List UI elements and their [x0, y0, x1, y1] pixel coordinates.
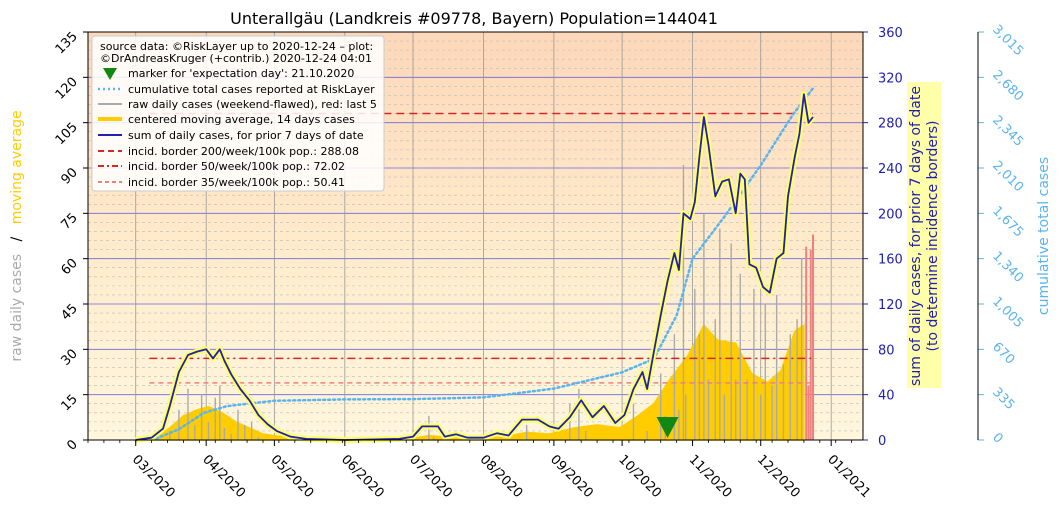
- legend-entry-border50: incid. border 50/week/100k pop.: 72.02: [128, 160, 345, 173]
- x-tick-label: 07/2020: [406, 452, 455, 501]
- expectation-day-marker: [656, 417, 679, 438]
- far-right-tick-label: 3,015: [989, 22, 1026, 59]
- x-tick-label: 10/2020: [615, 452, 664, 501]
- x-tick-label: 06/2020: [338, 452, 387, 501]
- left-axis-label-raw: raw daily cases: [9, 254, 25, 362]
- far-right-tick-label: 1,675: [989, 204, 1026, 241]
- legend-box: [91, 35, 385, 192]
- x-tick-label: 09/2020: [547, 452, 596, 501]
- left-tick-label: 15: [59, 392, 81, 414]
- right-tick-label: 160: [878, 253, 903, 268]
- far-right-tick-label: 2,010: [989, 158, 1026, 195]
- left-tick-label: 135: [53, 29, 81, 57]
- far-right-tick-label: 0: [989, 430, 1005, 446]
- far-right-tick-label: 1,005: [989, 294, 1026, 331]
- raw-daily-layer: [169, 164, 814, 440]
- legend-entry-marker: marker for 'expectation day': 21.10.2020: [128, 67, 354, 80]
- x-tick-label: 08/2020: [477, 452, 526, 501]
- legend-entry-border35: incid. border 35/week/100k pop.: 50.41: [128, 176, 345, 189]
- legend-entry-raw: raw daily cases (weekend-flawed), red: l…: [128, 98, 377, 111]
- x-tick-label: 04/2020: [199, 452, 248, 501]
- cumulative-line: [154, 86, 815, 440]
- left-tick-label: 0: [64, 437, 80, 453]
- left-tick-label: 45: [59, 301, 81, 323]
- far-right-tick-label: 1,340: [989, 249, 1026, 286]
- x-axis-ticks: 03/2020 04/2020 05/2020 06/2020 07/2020 08/20…: [87, 440, 873, 501]
- right-axis-ticks: 0 40 80 120 160 200 240 280 320 360: [863, 26, 903, 449]
- left-axis-label-sep: /: [9, 236, 25, 241]
- marker-layer: [656, 417, 679, 438]
- left-tick-label: 105: [53, 120, 81, 148]
- left-tick-label: 60: [59, 256, 81, 278]
- far-right-tick-label: 2,345: [989, 113, 1026, 150]
- x-tick-label: 12/2020: [754, 452, 803, 501]
- legend-entry-border200: incid. border 200/week/100k pop.: 288.08: [128, 145, 359, 158]
- right-tick-label: 0: [878, 434, 886, 449]
- x-tick-label: 05/2020: [268, 452, 317, 501]
- right-tick-label: 360: [878, 26, 903, 41]
- left-axis-label-ma: moving average: [9, 110, 25, 224]
- right-tick-label: 200: [878, 207, 903, 222]
- right-axis-label-line1: sum of daily cases, for prior 7 days of …: [908, 86, 924, 386]
- right-axis-label-box: [907, 82, 941, 388]
- sum7-line: [135, 93, 814, 441]
- legend-source-line2: ©DrAndreasKruger (+contrib.) 2020-12-24 …: [100, 52, 372, 65]
- far-right-tick-label: 335: [989, 385, 1017, 413]
- right-tick-label: 80: [878, 343, 895, 358]
- right-tick-label: 240: [878, 162, 903, 177]
- chart-title: Unterallgäu (Landkreis #09778, Bayern) P…: [230, 9, 718, 28]
- far-right-axis-ticks: 0 335 670 1,005 1,340 1,675 2,010 2,345 2,680 3,0…: [978, 22, 1026, 447]
- cumulative-layer: [154, 86, 815, 440]
- legend-marker-triangle: [103, 68, 117, 80]
- plot-frame: [87, 31, 864, 441]
- left-axis-label: raw daily cases / moving average: [9, 110, 25, 361]
- far-right-axis-label: cumulative total cases: [1036, 157, 1052, 315]
- left-tick-label: 120: [53, 75, 81, 103]
- right-tick-label: 40: [878, 389, 895, 404]
- legend: source data: ©RiskLayer up to 2020-12-24…: [91, 35, 385, 192]
- far-right-tick-label: 2,680: [989, 68, 1026, 105]
- far-right-tick-label: 670: [989, 340, 1017, 368]
- x-tick-label: 11/2020: [686, 452, 735, 501]
- left-tick-label: 75: [59, 211, 81, 233]
- legend-entry-moving-average: centered moving average, 14 days cases: [128, 113, 355, 126]
- left-tick-label: 30: [59, 347, 81, 369]
- sum7-layer: [135, 91, 816, 443]
- left-axis-ticks: 0 15 30 45 60 75 90 105 120 135: [53, 29, 88, 454]
- legend-entry-cumulative: cumulative total cases reported at RiskL…: [128, 83, 375, 96]
- right-tick-label: 120: [878, 298, 903, 313]
- right-tick-label: 280: [878, 117, 903, 132]
- right-tick-label: 320: [878, 71, 903, 86]
- legend-entry-sum7: sum of daily cases, for prior 7 days of …: [128, 129, 364, 142]
- x-tick-label: 03/2020: [129, 452, 178, 501]
- x-tick-label: 01/2021: [824, 452, 873, 501]
- left-tick-label: 90: [59, 165, 81, 187]
- legend-source-line1: source data: ©RiskLayer up to 2020-12-24…: [100, 40, 373, 53]
- right-axis-label-line2: (to determine incidence borders): [925, 121, 941, 352]
